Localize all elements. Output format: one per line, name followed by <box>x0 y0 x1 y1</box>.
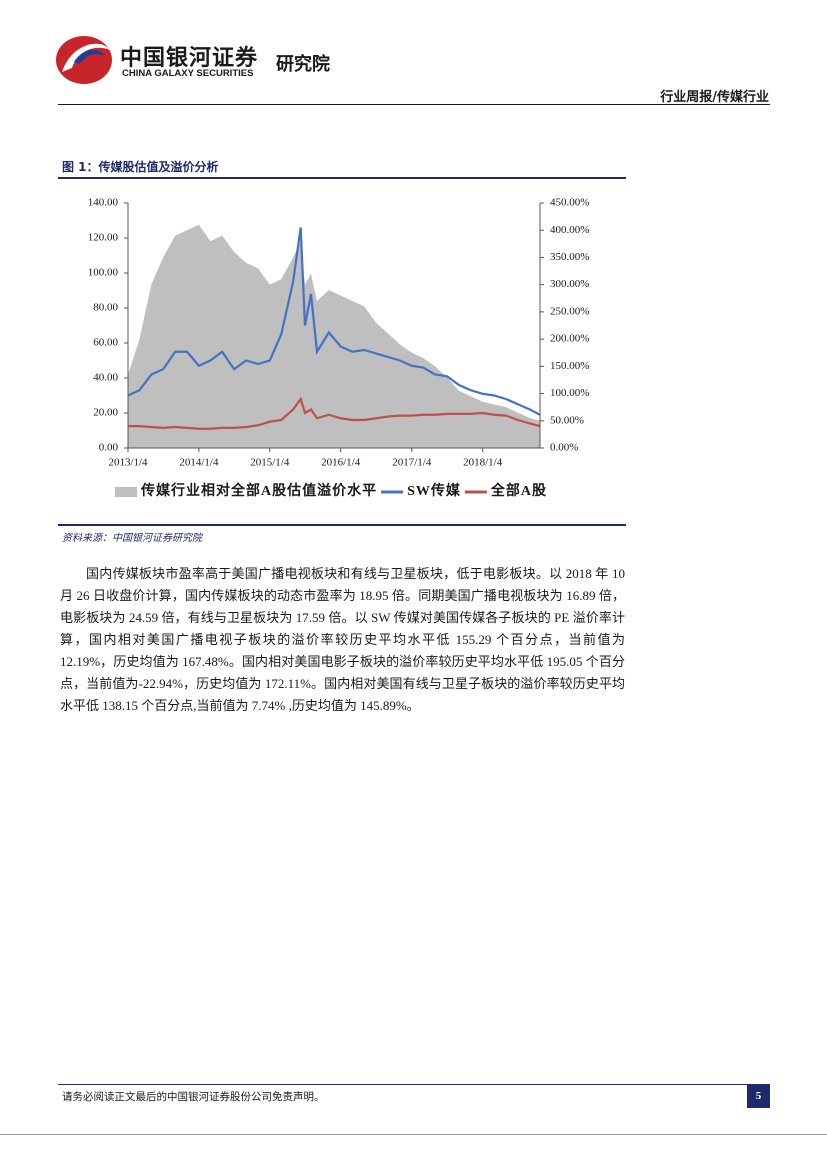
brand-en: CHINA GALAXY SECURITIES <box>122 68 254 79</box>
source-rule <box>58 524 626 526</box>
y2-tick-label: 150.00% <box>550 360 589 372</box>
y2-tick-label: 350.00% <box>550 251 589 263</box>
y2-tick-label: 50.00% <box>550 414 584 426</box>
x-tick-label: 2018/1/4 <box>463 457 503 469</box>
page-number: 5 <box>747 1085 770 1108</box>
chart: 0.00 20.00 40.00 60.00 80.00 100.00 120.00 140.… <box>88 197 590 500</box>
line <box>128 396 541 430</box>
x-tick-label: 2014/1/4 <box>179 457 219 469</box>
header-rule <box>58 104 770 105</box>
line <box>127 227 541 416</box>
y2-tick-label: 250.00% <box>550 305 589 317</box>
y-tick-label: 0.00 <box>99 442 119 454</box>
y-tick-label: 60.00 <box>93 337 118 349</box>
page-edge <box>0 1134 827 1135</box>
y-tick-label: 20.00 <box>93 407 118 419</box>
figure-source: 资料来源：中国银河证券研究院 <box>62 533 202 544</box>
paragraph: 国内传媒板块市盈率高于美国广播电视板块和有线与卫星板块，低于电影板块。以 201… <box>60 566 625 713</box>
y2-tick-label: 450.00% <box>550 197 589 209</box>
y-tick-label: 140.00 <box>88 197 119 209</box>
y2-tick-label: 0.00% <box>550 442 578 454</box>
y2-tick-label: 200.00% <box>550 333 589 345</box>
y-tick-label: 120.00 <box>88 232 119 244</box>
y-tick-label: 80.00 <box>93 302 118 314</box>
footer-rule <box>58 1084 770 1085</box>
legend-swatch <box>115 487 137 497</box>
x-tick-label: 2016/1/4 <box>321 457 361 469</box>
y-tick-label: 40.00 <box>93 372 118 384</box>
legend-label: 全部A股 <box>490 482 547 499</box>
legend-label: SW传媒 <box>407 482 461 499</box>
figure-caption: 图 1：传媒股估值及溢价分析 <box>62 160 219 174</box>
logo <box>56 36 112 84</box>
area <box>128 224 540 448</box>
x-tick-label: 2013/1/4 <box>108 457 148 469</box>
institute: 研究院 <box>276 54 330 75</box>
legend-label: 传媒行业相对全部A股估值溢价水平 <box>140 482 377 499</box>
y-tick-label: 100.00 <box>88 267 119 279</box>
y2-tick-label: 300.00% <box>550 278 589 290</box>
disclaimer: 请务必阅读正文最后的中国银河证券股份公司免责声明。 <box>62 1092 325 1103</box>
x-tick-label: 2017/1/4 <box>392 457 432 469</box>
y2-tick-label: 400.00% <box>550 224 589 236</box>
section-title: 行业周报/传媒行业 <box>660 90 769 105</box>
y2-tick-label: 100.00% <box>550 387 589 399</box>
caption-rule <box>58 177 626 179</box>
brand-cn: 中国银河证券 <box>120 46 259 71</box>
x-tick-label: 2015/1/4 <box>250 457 290 469</box>
